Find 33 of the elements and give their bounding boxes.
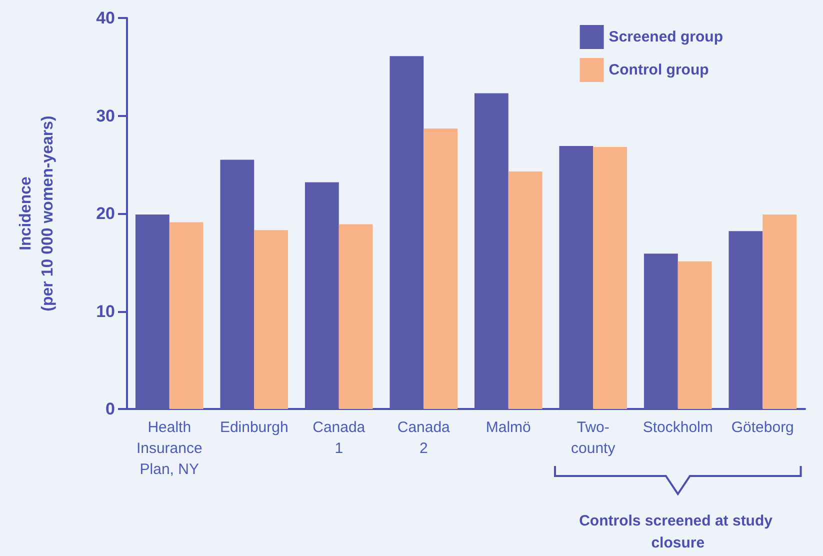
bar: [304, 182, 339, 409]
bar: [559, 146, 594, 409]
bar: [644, 254, 678, 409]
y-tick-label: 30: [96, 106, 115, 126]
bar: [593, 147, 628, 409]
y-tick-label: 40: [96, 8, 115, 28]
bar: [169, 222, 204, 409]
x-tick-label: Edinburgh: [220, 419, 288, 436]
bar: [390, 56, 424, 409]
bar: [508, 171, 542, 409]
legend-label: Screened group: [608, 28, 724, 46]
bar: [762, 214, 797, 409]
legend-label: Control group: [608, 62, 709, 78]
bar: [728, 231, 763, 409]
bar: [220, 160, 254, 409]
y-tick-label: 20: [96, 204, 115, 223]
x-tick-label: Göteborg: [731, 419, 794, 436]
x-tick-label: Stockholm: [642, 419, 713, 436]
bar: [424, 128, 458, 409]
bar: [474, 93, 508, 409]
bar: [338, 224, 373, 409]
x-tick-label: Health Insurance Plan, NY: [136, 419, 202, 478]
x-tick-label: Canada 1: [312, 419, 366, 457]
x-tick-label: Malmö: [486, 419, 531, 436]
y-axis-title: Incidence (per 10 000 women-years): [18, 116, 56, 312]
bar: [678, 261, 712, 409]
bar: [254, 230, 288, 409]
y-tick-label: 0: [106, 400, 115, 418]
x-tick-label: Canada 2: [397, 419, 451, 457]
x-tick-label: Two- county: [571, 419, 616, 457]
text: Controls screened at study closure: [579, 512, 777, 552]
bar: [135, 214, 170, 409]
y-tick-label: 10: [96, 302, 115, 321]
